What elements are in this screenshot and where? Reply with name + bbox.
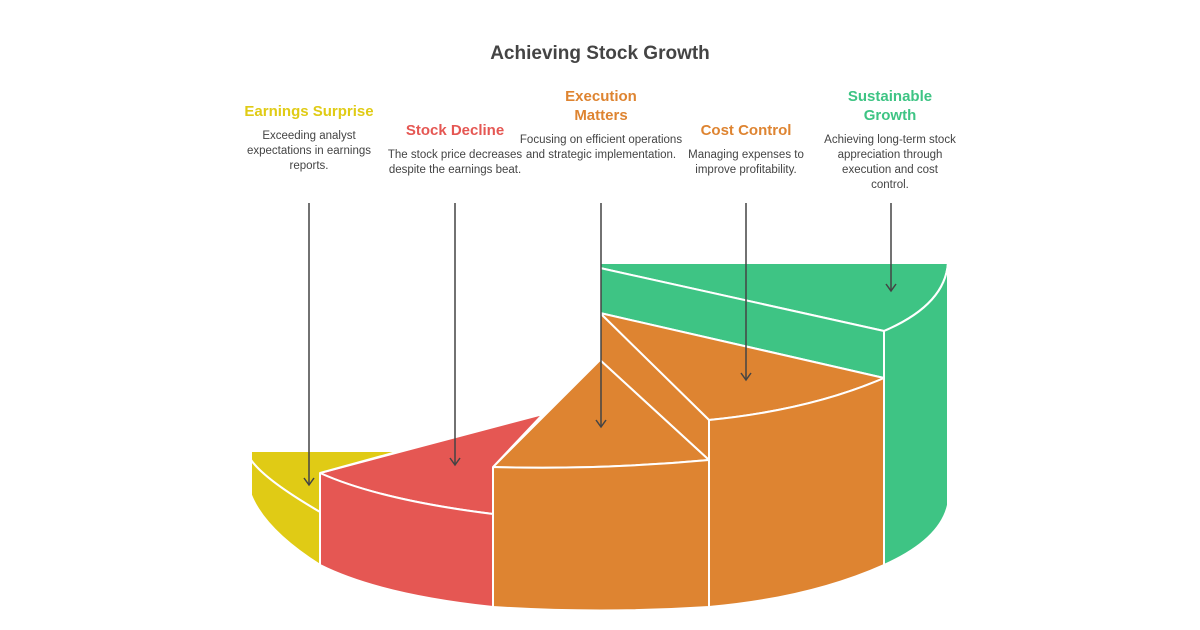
segment-stock-decline-side [319,472,494,608]
heading: Execution Matters [565,88,637,124]
arrow-stock-decline [449,203,461,467]
segment-sustainable-growth-side [883,262,949,566]
heading: Stock Decline [405,122,505,139]
arrow-execution-matters [595,203,607,429]
heading: Sustainable Growth [847,88,933,124]
description: Exceeding analyst expectations in earnin… [246,130,372,172]
description: The stock price decreases despite the ea… [387,149,523,176]
label-earnings-surprise: Earnings Surprise Exceeding analyst expe… [229,102,389,174]
heading: Cost Control [700,122,792,139]
diagram-title: Achieving Stock Growth [490,43,710,64]
arrow-sustainable-growth [885,203,897,293]
segment-cost-control-side [708,377,885,608]
arrow-cost-control [740,203,752,382]
description: Achieving long-term stock appreciation t… [824,134,956,191]
description: Managing expenses to improve profitabili… [688,149,804,176]
label-execution-matters: Execution Matters Focusing on efficient … [519,87,683,163]
segment-earnings-surprise-side [250,459,321,566]
arrow-earnings-surprise [303,203,315,487]
description: Focusing on efficient operations and str… [519,134,683,161]
heading: Earnings Surprise [244,103,374,120]
label-sustainable-growth: Sustainable Growth Achieving long-term s… [810,87,970,193]
label-cost-control: Cost Control Managing expenses to improv… [666,121,826,178]
label-stock-decline: Stock Decline The stock price decreases … [375,121,535,178]
segment-execution-side [492,459,710,612]
